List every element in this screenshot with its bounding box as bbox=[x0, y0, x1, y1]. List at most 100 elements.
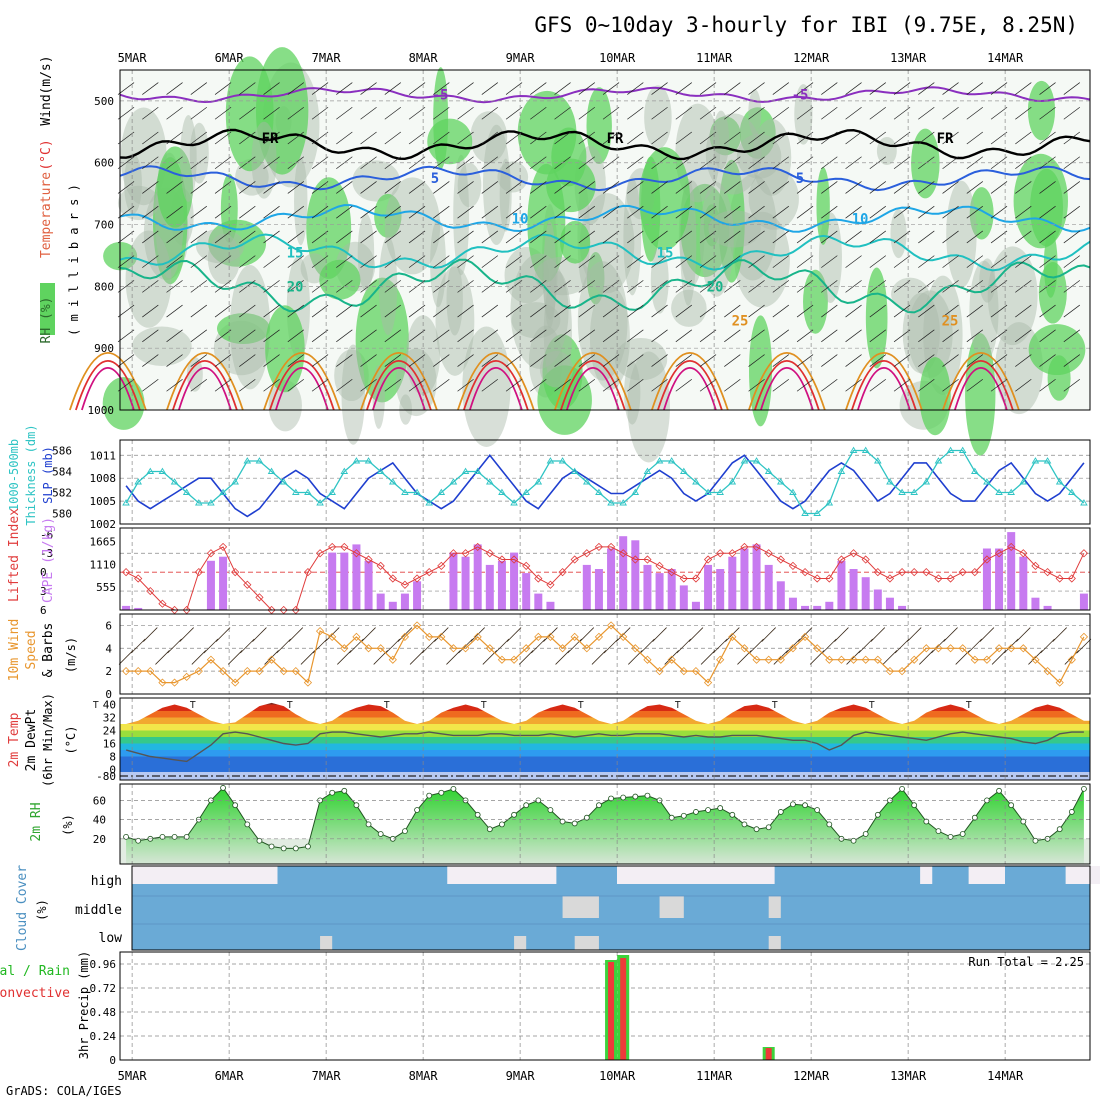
wind-barb bbox=[1015, 106, 1032, 120]
rh-contour-area bbox=[969, 187, 994, 240]
lifted-index-point bbox=[752, 542, 761, 552]
wind-barb bbox=[214, 205, 232, 219]
wind-barb bbox=[869, 82, 887, 95]
rh2m-point bbox=[693, 809, 699, 815]
wind-barb bbox=[966, 304, 984, 318]
wind-speed-point bbox=[1031, 655, 1040, 664]
wind-speed-point bbox=[619, 632, 628, 641]
rh2m-point bbox=[1068, 809, 1075, 815]
upper-ytick-0: 500 bbox=[94, 95, 114, 108]
boundary-isotherm bbox=[469, 367, 523, 411]
wind-barb bbox=[384, 280, 402, 293]
thickness-point bbox=[279, 478, 288, 485]
wind-barb bbox=[966, 255, 984, 268]
lifted-index-point bbox=[764, 549, 773, 558]
wind-barb bbox=[239, 82, 256, 95]
lifted-index-point bbox=[412, 574, 422, 583]
wind-speed-point bbox=[922, 644, 931, 653]
wind-speed-point bbox=[764, 655, 773, 664]
rh2m-panel-frame bbox=[119, 783, 1091, 865]
wind-speed-point bbox=[279, 667, 288, 676]
boundary-isotherm bbox=[69, 352, 147, 411]
wind-barb-10m bbox=[1052, 627, 1067, 642]
lifted-index-point bbox=[861, 555, 870, 564]
wind-speed-point bbox=[485, 644, 494, 653]
lifted-index-point bbox=[655, 561, 664, 570]
wind-barb bbox=[481, 230, 499, 244]
rh-contour-area bbox=[560, 220, 591, 264]
wind-barb bbox=[821, 304, 838, 318]
rh-contour-area bbox=[341, 344, 366, 445]
thickness-point bbox=[837, 467, 846, 474]
wind-barb-10m bbox=[822, 638, 837, 654]
thickness-line bbox=[125, 449, 1085, 515]
wind-barb-10m bbox=[931, 638, 946, 654]
wind-tick-2: 2 bbox=[105, 665, 112, 678]
max-temp-marker: T bbox=[93, 700, 99, 711]
lifted-index-point bbox=[740, 542, 749, 552]
wind-barb bbox=[117, 156, 135, 170]
rh-contour-area bbox=[946, 180, 977, 288]
wind-barb bbox=[360, 255, 377, 268]
rh-contour-area bbox=[225, 56, 274, 172]
wind-barb bbox=[869, 205, 887, 219]
rh2m-point bbox=[620, 794, 627, 801]
upper-ytick-5: 1000 bbox=[88, 404, 115, 417]
wind-barb bbox=[821, 255, 838, 268]
lifted-index-point bbox=[825, 574, 834, 583]
cape-bar bbox=[837, 560, 846, 610]
wind-barb bbox=[651, 354, 668, 367]
wind-barb bbox=[699, 255, 717, 268]
rh2m-point bbox=[632, 793, 639, 800]
upper-ytick-2: 700 bbox=[94, 219, 114, 232]
wind-barb bbox=[821, 354, 838, 367]
wind-barb-10m bbox=[288, 627, 304, 642]
rh2m-point bbox=[499, 821, 505, 828]
thickness-point bbox=[1043, 457, 1052, 464]
wind-barb bbox=[287, 181, 305, 194]
wind-barb bbox=[918, 131, 935, 145]
wind-barb bbox=[845, 205, 862, 219]
wind-barb-10m bbox=[749, 638, 764, 654]
wind-barb bbox=[578, 378, 596, 392]
rh-contour-area bbox=[627, 351, 670, 463]
wind-barb bbox=[384, 304, 402, 318]
max-temp-marker: T bbox=[384, 700, 390, 711]
cape-bar bbox=[364, 560, 373, 610]
wind-barb bbox=[966, 378, 984, 392]
wind-barb-10m bbox=[1016, 627, 1031, 642]
rh-contour-area bbox=[430, 218, 446, 308]
wind-speed-point bbox=[121, 667, 131, 676]
wind-barb bbox=[433, 378, 450, 392]
lifted-index-tick-3: 3 bbox=[40, 585, 47, 598]
thickness-point bbox=[304, 488, 312, 495]
thickness-point bbox=[983, 478, 991, 485]
wind-barb bbox=[263, 181, 280, 194]
wind-speed-point bbox=[134, 667, 143, 676]
wind-barb-10m bbox=[725, 627, 740, 642]
thickness-point bbox=[607, 499, 615, 506]
lifted-index-point bbox=[788, 561, 798, 570]
top-date-label-7: 12MAR bbox=[793, 51, 830, 65]
wind-barb bbox=[1015, 255, 1032, 268]
cape-bar bbox=[546, 601, 555, 610]
wind-barb bbox=[433, 156, 450, 170]
wind-barb bbox=[408, 329, 426, 343]
convective-bar bbox=[765, 1048, 772, 1060]
wind-barb bbox=[142, 230, 159, 244]
cloud-mid-gray-1 bbox=[659, 896, 684, 918]
wind-barb-10m bbox=[1040, 638, 1055, 654]
wind-barb bbox=[214, 304, 232, 318]
rh-contour-area bbox=[734, 211, 790, 308]
wind-barb bbox=[845, 255, 862, 268]
rh2m-point bbox=[874, 811, 881, 818]
rh-contour-area bbox=[1047, 355, 1071, 401]
wind-barb bbox=[190, 354, 208, 367]
wind-barb bbox=[990, 255, 1008, 268]
wind-barb bbox=[263, 329, 280, 343]
temp-band-0 bbox=[120, 756, 1090, 776]
rh2m-point bbox=[523, 802, 530, 809]
wind-barb bbox=[675, 131, 693, 145]
rh2m-point bbox=[1032, 837, 1039, 844]
wind-barb bbox=[311, 156, 329, 170]
